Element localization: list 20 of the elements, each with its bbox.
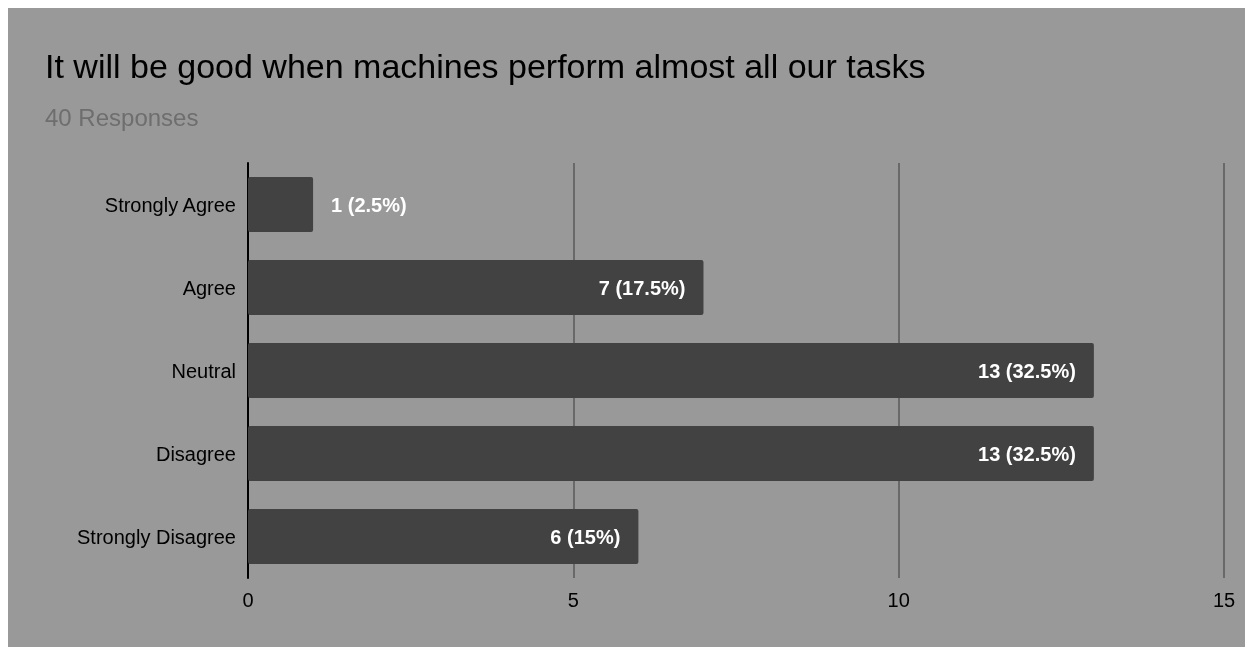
y-tick-label: Neutral	[171, 359, 236, 382]
data-label: 13 (32.5%)	[978, 359, 1076, 382]
bar	[248, 343, 1094, 398]
y-tick-label: Agree	[182, 276, 236, 299]
x-tick-label: 10	[887, 589, 910, 611]
y-tick-label: Strongly Disagree	[77, 525, 236, 548]
data-label: 1 (2.5%)	[331, 193, 407, 216]
x-tick-label: 15	[1212, 589, 1236, 611]
data-label: 7 (17.5%)	[598, 276, 686, 299]
bar	[248, 509, 639, 564]
data-label: 6 (15%)	[550, 525, 621, 548]
data-label: 13 (32.5%)	[978, 442, 1076, 465]
y-tick-label: Disagree	[155, 442, 236, 465]
x-tick-label: 5	[567, 589, 579, 611]
bar	[248, 177, 314, 232]
x-tick-label: 0	[242, 589, 254, 611]
bar	[248, 260, 704, 315]
bar	[248, 426, 1094, 481]
y-tick-label: Strongly Agree	[104, 193, 236, 216]
chart-title: It will be good when machines perform almost all our tasks	[45, 47, 926, 85]
